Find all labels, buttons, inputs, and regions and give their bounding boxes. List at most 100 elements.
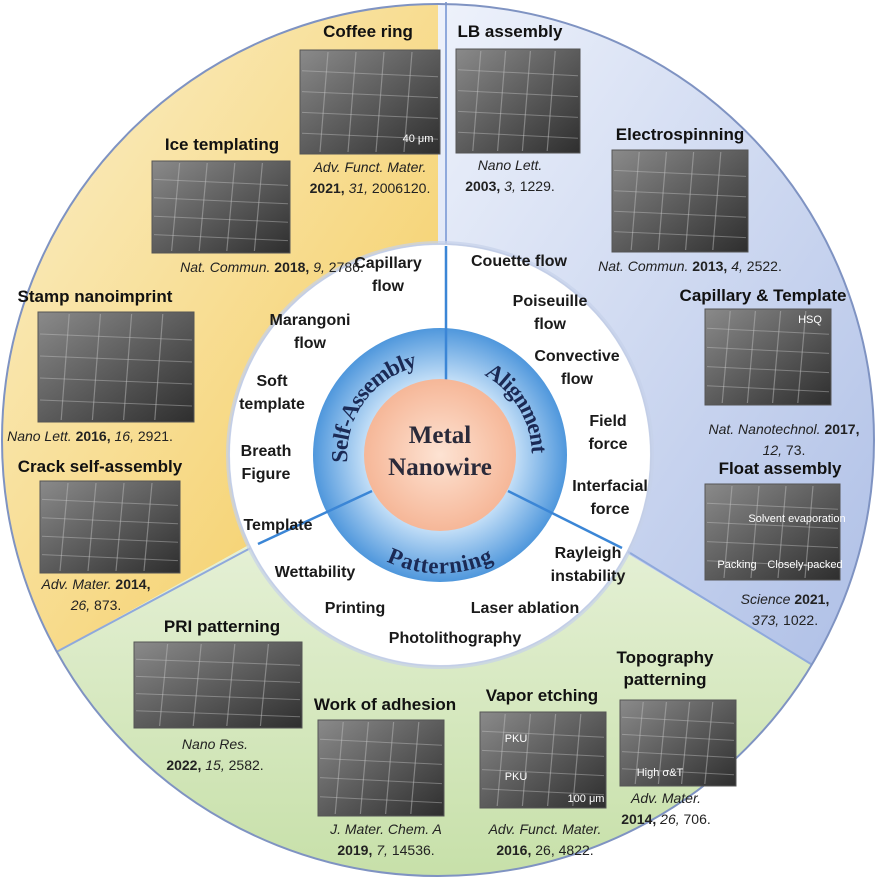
image-texture — [39, 333, 193, 341]
image-texture — [334, 721, 344, 815]
image-texture — [403, 51, 413, 153]
method-label: template — [239, 396, 305, 413]
section-title: LB assembly — [458, 22, 563, 41]
method-label: flow — [294, 335, 327, 352]
method-label: Wettability — [275, 564, 356, 581]
image-texture — [319, 757, 443, 765]
image-texture — [198, 162, 208, 252]
citation-part: 2522. — [743, 258, 782, 274]
image-texture — [706, 521, 839, 529]
method-label: Template — [243, 517, 312, 534]
image-texture — [621, 751, 735, 759]
image-texture — [706, 346, 830, 354]
image-texture — [685, 151, 695, 251]
citation: Adv. Mater. — [630, 790, 701, 806]
section-title: Crack self-assembly — [18, 457, 183, 476]
method-ring — [226, 241, 654, 669]
image-texture — [706, 560, 839, 568]
citation-part: 26, — [70, 597, 90, 613]
image-texture — [159, 643, 169, 727]
section-title: patterning — [623, 670, 706, 689]
citation: 2014, 26, 706. — [621, 811, 711, 827]
citation-part: 12, — [763, 442, 782, 458]
citation-part: J. Mater. Chem. A — [329, 821, 442, 837]
citation-part: 2021, — [790, 591, 829, 607]
citation-part: Science — [741, 591, 791, 607]
method-label: Breath — [241, 443, 292, 460]
image — [151, 160, 291, 254]
image-texture — [481, 730, 605, 738]
image-texture — [797, 310, 807, 404]
method-label: Poiseuille — [513, 293, 588, 310]
citation-part: 2014, — [621, 811, 656, 827]
image-texture — [634, 701, 644, 785]
section-title: Electrospinning — [616, 125, 744, 144]
image-texture — [319, 777, 443, 785]
image-texture — [521, 50, 531, 152]
image-texture — [547, 713, 557, 807]
citation-part: 2018, — [270, 259, 309, 275]
citation-part: 2014, — [112, 576, 151, 592]
image-texture — [143, 482, 153, 572]
image-frame — [479, 711, 607, 809]
method-label: Photolithography — [389, 630, 522, 647]
image-texture — [154, 313, 164, 421]
citation-part: 2921. — [134, 428, 173, 444]
image-texture — [496, 713, 506, 807]
image-texture — [87, 482, 97, 572]
image-texture — [60, 313, 70, 421]
image-texture — [41, 498, 179, 506]
image: HSQ — [704, 308, 832, 406]
outer-border — [1, 3, 875, 877]
image-texture — [153, 234, 289, 242]
center-title: Metal — [409, 422, 472, 449]
image-text: PKU — [505, 733, 528, 745]
image-texture — [546, 50, 556, 152]
image-text: Solvent evaporation — [748, 513, 845, 525]
citation-part: Nano Res. — [182, 736, 248, 752]
citation-part: 2019, — [337, 842, 372, 858]
section-title: Coffee ring — [323, 22, 413, 41]
image-texture — [39, 377, 193, 385]
method-label: Rayleigh — [555, 545, 622, 562]
method-label: Couette flow — [471, 253, 568, 270]
image: Solvent evaporation Packing Closely-packed — [704, 483, 846, 581]
method-label: flow — [372, 278, 405, 295]
image-texture — [630, 151, 640, 251]
image-texture — [135, 710, 301, 718]
citation-part: 2786. — [325, 259, 364, 275]
citation-part: 2016, — [496, 842, 531, 858]
image-text: 100 μm — [568, 793, 605, 805]
citation-part: 706. — [680, 811, 711, 827]
image-texture — [319, 738, 443, 746]
image-texture — [712, 151, 722, 251]
image-texture — [375, 51, 385, 153]
citation-part: Nat. Commun. — [598, 258, 688, 274]
image-texture — [123, 313, 133, 421]
image-texture — [135, 693, 301, 701]
image-texture — [41, 554, 179, 562]
image-texture — [721, 310, 731, 404]
method-label: Printing — [325, 600, 385, 617]
image-texture — [319, 796, 443, 804]
section-title: Float assembly — [719, 459, 842, 478]
image — [39, 480, 181, 574]
image — [455, 48, 581, 154]
citation-part: 16, — [111, 428, 134, 444]
image-texture — [385, 721, 395, 815]
image-texture — [706, 327, 830, 335]
image-text: Packing — [717, 559, 756, 571]
image-texture — [153, 178, 289, 186]
image-texture — [301, 91, 439, 99]
citation-part: Nano Lett. — [478, 157, 543, 173]
image-texture — [481, 769, 605, 777]
citation: Nano Lett. 2016, 16, 2921. — [7, 428, 173, 444]
section-title: Vapor etching — [486, 686, 598, 705]
citation-part: Nat. Commun. — [180, 259, 270, 275]
image-texture — [153, 215, 289, 223]
image-texture — [572, 713, 582, 807]
image-text: HSQ — [798, 314, 822, 326]
citation-part: 2021, — [310, 180, 345, 196]
image-texture — [472, 50, 482, 152]
